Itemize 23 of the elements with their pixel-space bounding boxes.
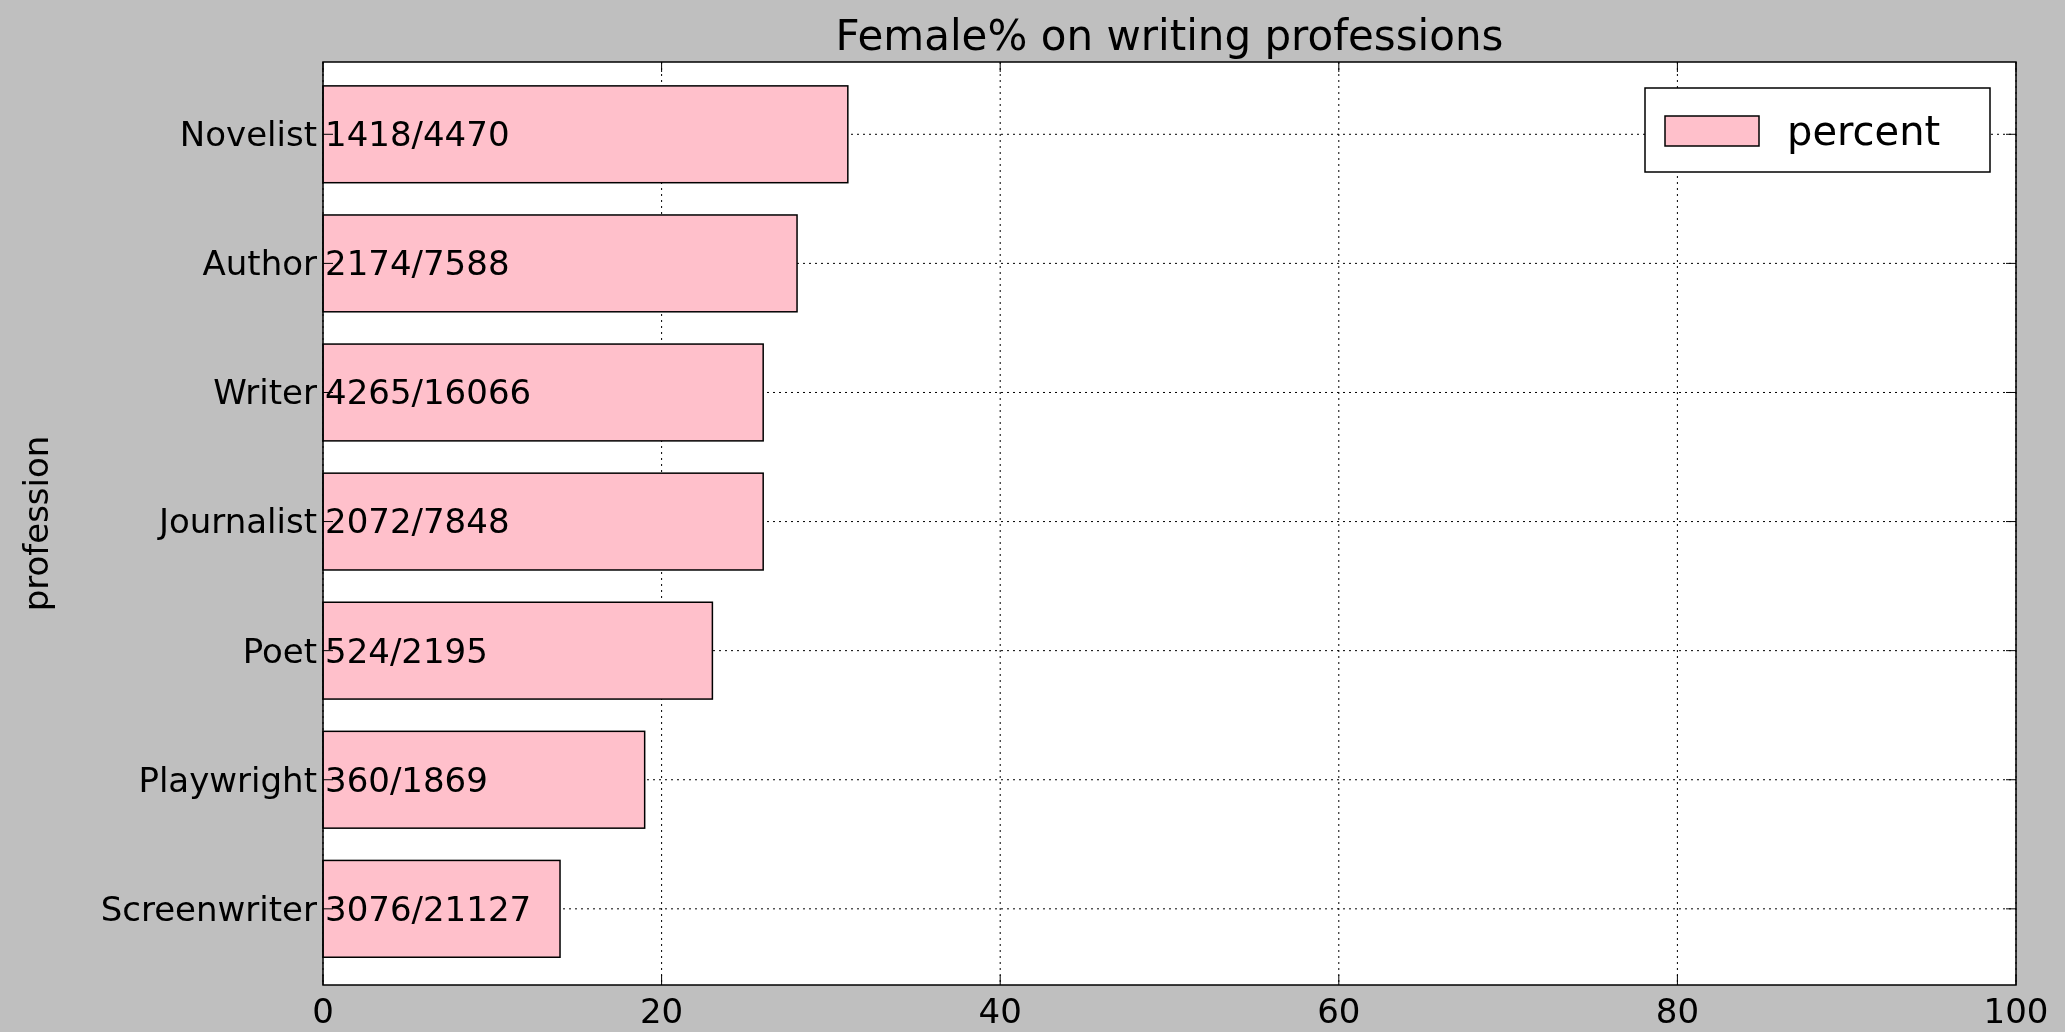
y-tick-label: Playwright — [138, 759, 317, 800]
y-tick-label: Screenwriter — [100, 888, 318, 929]
x-tick-label: 100 — [1983, 991, 2049, 1031]
data-label: 3076/21127 — [325, 888, 532, 929]
y-tick-label: Author — [202, 243, 318, 284]
y-tick-label: Journalist — [156, 501, 317, 542]
data-label: 2072/7848 — [325, 501, 510, 542]
x-tick-label: 60 — [1317, 991, 1361, 1031]
legend-label: percent — [1787, 108, 1941, 154]
x-tick-label: 20 — [639, 991, 684, 1031]
data-label: 2174/7588 — [325, 243, 510, 284]
y-axis-title: profession — [16, 435, 56, 612]
x-tick-label: 0 — [312, 991, 334, 1031]
y-tick-label: Poet — [242, 630, 317, 671]
data-label: 1418/4470 — [325, 114, 510, 155]
x-tick-label: 80 — [1655, 991, 1700, 1031]
x-tick-label: 40 — [978, 991, 1022, 1031]
data-label: 4265/16066 — [325, 372, 532, 413]
data-label: 360/1869 — [325, 759, 488, 800]
chart-title: Female% on writing professions — [835, 11, 1504, 60]
y-tick-label: Writer — [213, 372, 318, 413]
data-label: 524/2195 — [325, 630, 488, 671]
y-tick-label: Novelist — [179, 114, 317, 155]
